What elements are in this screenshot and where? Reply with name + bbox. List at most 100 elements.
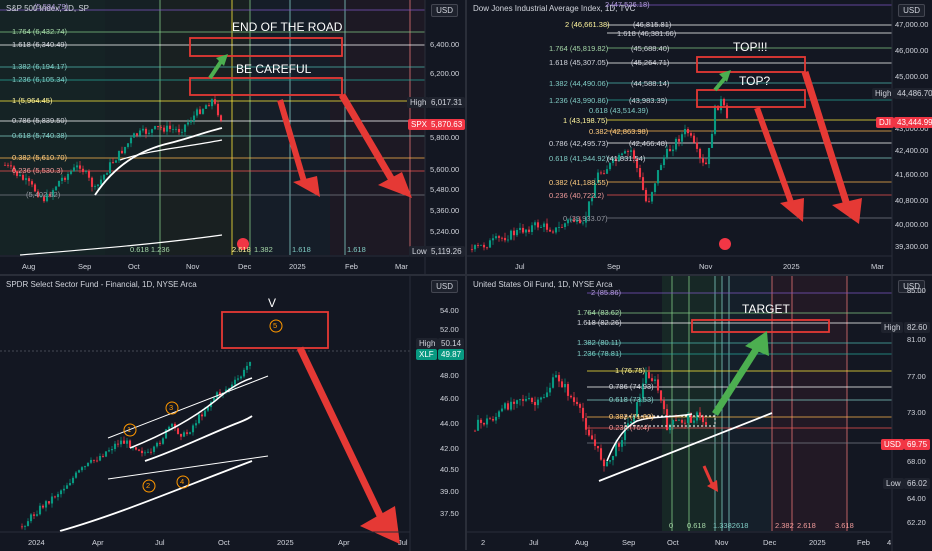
dji-fib-label: (46,815.81) (633, 20, 672, 29)
xlf-high-label: High (416, 338, 439, 349)
spx-candle (189, 121, 193, 123)
dji-candle (716, 105, 720, 111)
uso-chart[interactable] (467, 276, 932, 551)
dji-candle (674, 138, 678, 150)
uso-candle (482, 422, 486, 425)
uso-fib-label: 1.618 (82.26) (577, 318, 622, 327)
uso-candle (569, 395, 573, 398)
dji-chart[interactable] (467, 0, 932, 275)
xlf-candle (107, 450, 111, 452)
spx-candle (24, 178, 28, 180)
panel-dji[interactable]: Dow Jones Industrial Average Index, 1D, … (467, 0, 932, 275)
spx-candle (21, 174, 25, 180)
spx-time-tick: Sep (78, 262, 92, 271)
spx-chart[interactable] (0, 0, 466, 275)
panel-xlf[interactable]: SPDR Select Sector Fund - Financial, 1D,… (0, 276, 466, 551)
uso-candle (677, 419, 681, 421)
uso-candle (671, 420, 675, 425)
uso-candle (656, 379, 660, 391)
spx-candle (87, 171, 91, 178)
xlf-candle (242, 369, 246, 377)
dji-fib-label: 1.618 (45,307.05) (549, 58, 609, 67)
dji-candle (554, 227, 558, 233)
spx-candle (45, 193, 49, 202)
xlf-candle (125, 440, 129, 444)
uso-currency[interactable]: USD (898, 280, 925, 293)
spx-candle (12, 166, 16, 172)
spx-candle (174, 128, 178, 130)
spx-candle (111, 162, 115, 164)
xlf-price-tick: 37.50 (440, 509, 459, 518)
dji-candle (500, 237, 504, 239)
dji-fib-label: (44,588.14) (631, 79, 670, 88)
uso-low-value: 66.02 (904, 478, 931, 489)
dji-candle (698, 148, 702, 159)
dji-annotation-top: TOP!!! (733, 40, 768, 54)
dji-last-price: 43,444.99 (894, 117, 932, 128)
spx-candle (195, 109, 199, 116)
uso-candle (554, 375, 558, 378)
panel-divider-horizontal[interactable] (0, 274, 932, 276)
uso-time-tick: Dec (763, 538, 777, 547)
xlf-last-price: 49.87 (438, 349, 465, 360)
xlf-candle (128, 440, 132, 448)
dji-price-tick: 45,000.00 (895, 72, 929, 81)
xlf-chart[interactable] (0, 276, 466, 551)
dji-candle (488, 240, 492, 248)
dji-candle (596, 172, 600, 183)
panel-spx[interactable]: S&P 500 Index, 1D, SP USD END OF THE ROA… (0, 0, 466, 275)
spx-fib-label: 1.764 (6,432.74) (12, 27, 68, 36)
uso-candle (689, 415, 693, 423)
dji-fib-label: 2 (47,526.18) (605, 0, 650, 9)
xlf-candle (116, 443, 120, 445)
dji-candle (710, 133, 714, 148)
xlf-candle (173, 423, 177, 429)
uso-candle (617, 443, 621, 447)
xlf-candle (26, 521, 30, 527)
dji-candle (470, 249, 474, 251)
dji-candle (545, 223, 549, 230)
spx-currency[interactable]: USD (431, 4, 458, 17)
xlf-time-tick: Jul (398, 538, 408, 547)
uso-candle (632, 416, 636, 422)
dji-title: Dow Jones Industrial Average Index, 1D, … (473, 4, 636, 13)
uso-candle (560, 381, 564, 388)
spx-price-tick: 5,360.00 (430, 206, 460, 215)
xlf-currency[interactable]: USD (431, 280, 458, 293)
xlf-candle (152, 446, 156, 452)
uso-candle (512, 401, 516, 404)
uso-candle (593, 439, 597, 446)
dji-currency[interactable]: USD (898, 4, 925, 17)
uso-fib-label: 0.236 (70.4) (609, 423, 650, 432)
xlf-price-tick: 54.00 (440, 306, 459, 315)
xlf-candle (65, 485, 69, 489)
dji-fib-label: 2 (46,661.38) (565, 20, 610, 29)
uso-candle (578, 404, 582, 408)
dji-candle (671, 149, 675, 152)
dji-candle (722, 98, 726, 106)
xlf-candle (143, 452, 147, 454)
spx-candle (150, 129, 154, 133)
uso-candle (674, 420, 678, 421)
uso-candle (683, 422, 687, 424)
panel-uso[interactable]: United States Oil Fund, 1D, NYSE Arca US… (467, 276, 932, 551)
xlf-time-tick: Jul (155, 538, 165, 547)
spx-fib-label: (5,402.62) (26, 190, 61, 199)
uso-candle (599, 448, 603, 460)
uso-candle (584, 418, 588, 430)
xlf-candle (71, 477, 75, 484)
spx-time-fib-label: 2.618 (232, 245, 251, 254)
uso-time-fib-label: 2.382 (775, 521, 794, 530)
spx-candle (15, 171, 19, 176)
dji-candle (683, 129, 687, 135)
dji-candle (635, 158, 639, 169)
spx-candle (90, 177, 94, 187)
uso-time-tick: Feb (857, 538, 870, 547)
dji-fib-label: (42,466.48) (629, 139, 668, 148)
xlf-candle (212, 397, 216, 402)
spx-candle (63, 177, 67, 180)
dji-candle (542, 223, 546, 227)
xlf-candle (248, 361, 252, 366)
dji-candle (506, 239, 510, 241)
xlf-candle (74, 472, 78, 478)
